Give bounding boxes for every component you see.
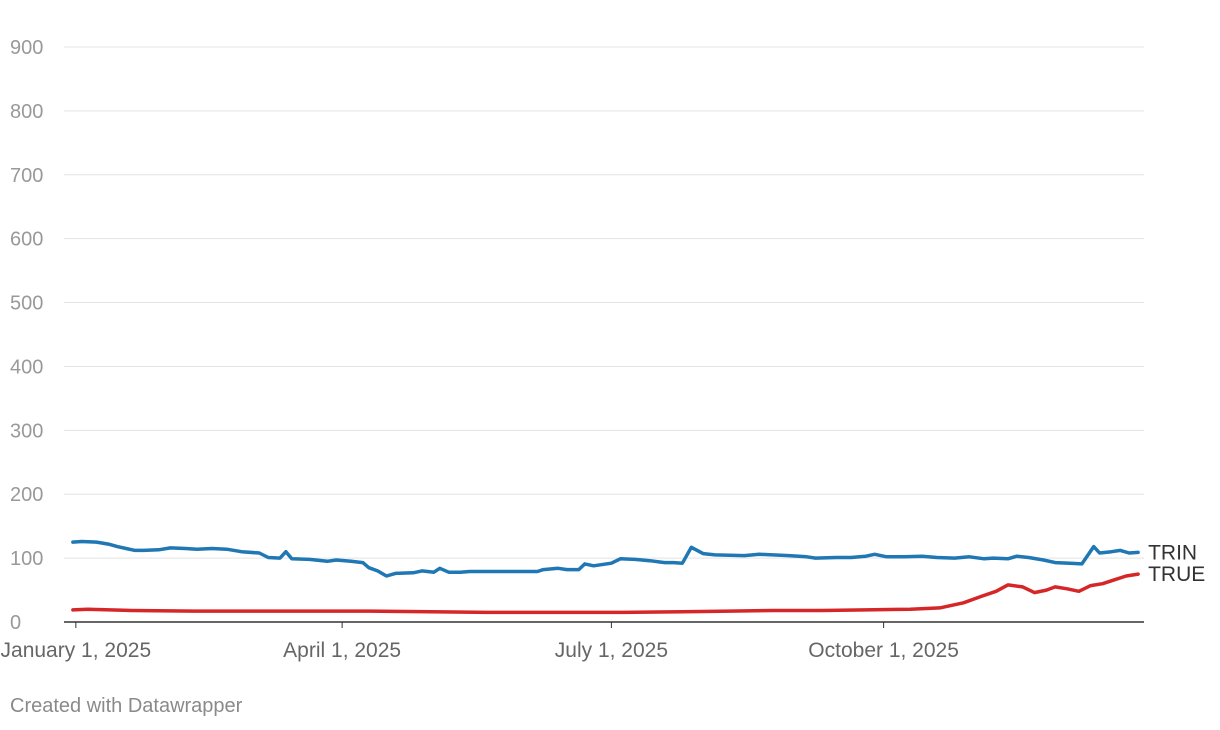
y-tick-label-500: 500 (10, 293, 43, 315)
x-tick-label-1: April 1, 2025 (283, 639, 401, 662)
x-tick-label-2: July 1, 2025 (555, 639, 668, 662)
x-axis: January 1, 2025 April 1, 2025 July 1, 2025… (1, 622, 959, 662)
gridlines (64, 46, 1144, 623)
y-tick-label-0: 0 (10, 612, 21, 634)
y-tick-label-100: 100 (10, 548, 43, 570)
y-tick-label-300: 300 (10, 420, 43, 442)
series-lines (71, 539, 1140, 615)
y-tick-label-800: 800 (10, 101, 43, 123)
y-tick-label-700: 700 (10, 165, 43, 187)
series-label-true: TRUE (1148, 563, 1205, 586)
y-tick-label-900: 900 (10, 37, 43, 59)
x-tick-label-0: January 1, 2025 (1, 639, 152, 662)
line-chart: 0 100 200 300 400 500 600 700 800 900 January 1, … (1, 37, 1206, 662)
x-tick-label-3: October 1, 2025 (808, 639, 959, 662)
y-axis: 0 100 200 300 400 500 600 700 800 900 (10, 37, 43, 634)
datawrapper-credit: Created with Datawrapper (10, 695, 243, 717)
series-label-trin: TRIN (1148, 541, 1197, 564)
y-tick-label-600: 600 (10, 229, 43, 251)
y-tick-label-400: 400 (10, 356, 43, 378)
y-tick-label-200: 200 (10, 484, 43, 506)
series-line-true (71, 572, 1140, 615)
series-line-trin (71, 539, 1140, 578)
